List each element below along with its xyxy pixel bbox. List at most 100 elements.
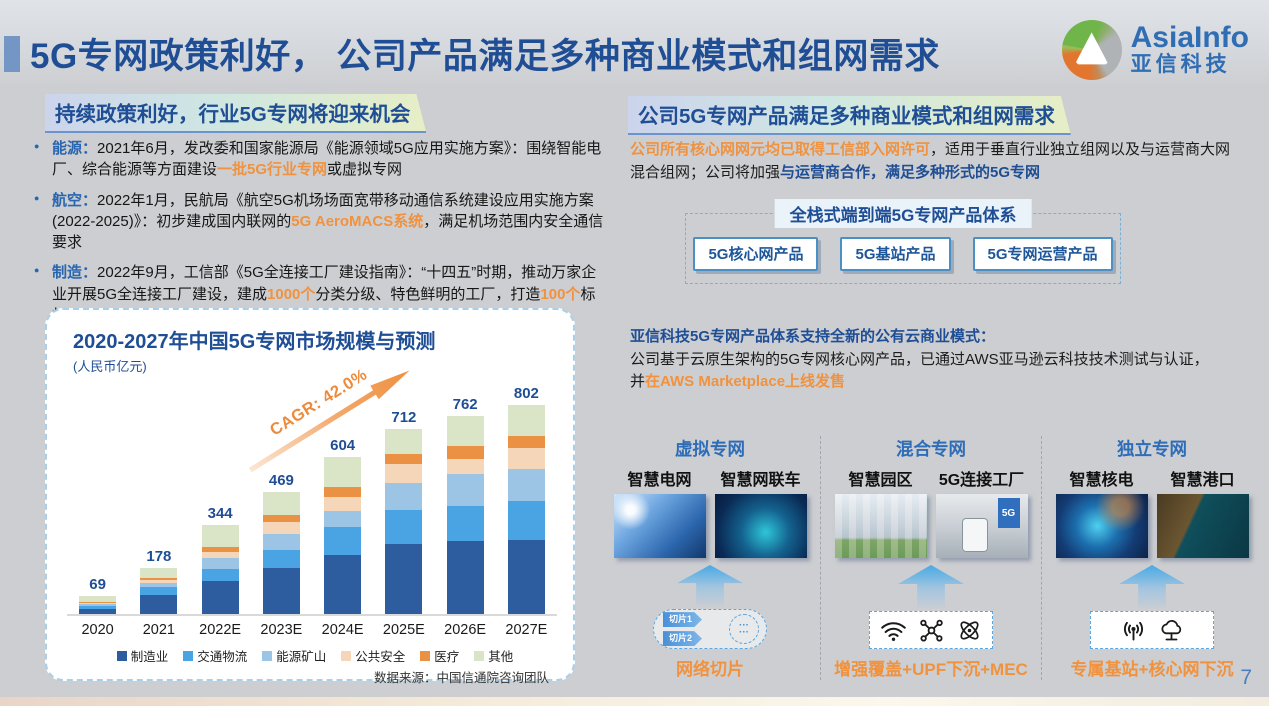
- use-case-cell: 智慧核电: [1055, 466, 1148, 558]
- bar-segment-医疗: [507, 435, 545, 449]
- asiainfo-logo-text: AsiaInfo 亚信科技: [1130, 20, 1249, 77]
- dots-row: ···: [739, 627, 749, 639]
- slice-chip-1: 切片1: [663, 612, 703, 628]
- x-axis-labels: 2020 2021 2022E 2023E 2024E 2025E 2026E 2027E: [67, 622, 557, 638]
- antenna-icon: [1123, 621, 1143, 641]
- company-intro-paragraph: 公司所有核心网网元均已取得工信部入网许可，适用于垂直行业独立组网以及与运营商大网…: [630, 139, 1236, 184]
- bullet-text: 2021年6月，发改委和国家能源局《能源领域5G应用实施方案》：围绕智能电厂、综…: [52, 140, 602, 179]
- up-arrow-icon: [898, 565, 964, 609]
- photo-smart-grid: [613, 494, 706, 558]
- bullet-text: 2022年1月，民航局《航空5G机场场面宽带移动通信系统建设应用实施方案(202…: [52, 191, 594, 230]
- legend-item: 公共安全: [341, 646, 405, 665]
- bar-group: 762: [435, 396, 496, 614]
- bar-group: 604: [312, 437, 373, 614]
- use-case-label: 5G连接工厂: [938, 472, 1025, 489]
- x-axis-label: 2021: [142, 622, 175, 638]
- bar-group: 469: [251, 472, 312, 614]
- column-virtual-network: 虚拟专网 智慧电网 智慧网联车 切片1 切片2 ···: [600, 436, 820, 680]
- legend-item: 其他: [474, 646, 513, 665]
- bar-segment-能源矿山: [446, 474, 484, 506]
- bar-segment-其他: [507, 405, 545, 436]
- bar-group: 802: [496, 385, 557, 614]
- bar-segment-能源矿山: [79, 603, 117, 606]
- bullet-highlight: 100个: [540, 285, 581, 303]
- cloud-text: 公司基于云原生架构的5G专网核心网产品，已通过AWS亚马逊云科技技术测试与认证，: [630, 350, 1209, 368]
- bullet-highlight: 1000个: [267, 285, 316, 303]
- bullet-label: 制造：: [52, 264, 98, 282]
- bottom-accent-strip: [0, 697, 1269, 706]
- legend-swatch: [420, 650, 431, 661]
- page-number: 7: [1240, 666, 1252, 689]
- bar-segment-医疗: [262, 515, 300, 523]
- product-box-base-station: 5G基站产品: [840, 237, 951, 271]
- logo-name-cn: 亚信科技: [1130, 52, 1231, 76]
- x-axis-label: 2024E: [321, 622, 364, 638]
- bar-segment-其他: [324, 457, 362, 487]
- legend-label: 其他: [488, 650, 514, 664]
- bar-segment-交通物流: [324, 526, 362, 555]
- logo-name-en: AsiaInfo: [1130, 20, 1249, 54]
- bar-segment-公共安全: [140, 579, 178, 583]
- network-mode-columns: 虚拟专网 智慧电网 智慧网联车 切片1 切片2 ···: [600, 436, 1262, 680]
- up-arrow-icon: [1119, 565, 1185, 609]
- bullet-label: 能源：: [52, 140, 98, 157]
- bar-segment-制造业: [262, 568, 300, 614]
- data-source-note: 数据来源：中国信通院咨询团队: [373, 671, 549, 685]
- asiainfo-logo: AsiaInfo 亚信科技: [1061, 20, 1249, 80]
- legend-label: 交通物流: [197, 650, 248, 664]
- bar-segment-交通物流: [262, 549, 300, 569]
- bar-segment-制造业: [385, 544, 423, 614]
- x-axis-label: 2027E: [505, 622, 548, 638]
- bar-segment-其他: [79, 596, 117, 602]
- column-caption: 专属基站+核心网下沉: [1070, 660, 1234, 679]
- use-case-cell: 智慧园区: [834, 466, 927, 558]
- bar-segment-能源矿山: [385, 482, 423, 511]
- bar-segment-医疗: [201, 546, 239, 552]
- product-boxes: 5G核心网产品 5G基站产品 5G专网运营产品: [686, 237, 1120, 271]
- bar-stack: [385, 428, 423, 614]
- bullet-energy: 能源：2021年6月，发改委和国家能源局《能源领域5G应用实施方案》：围绕智能电…: [34, 138, 606, 181]
- left-section-header: 持续政策利好，行业5G专网将迎来机会: [45, 94, 426, 133]
- atom-icon: [959, 621, 979, 640]
- use-case-label: 智慧电网: [627, 472, 692, 489]
- bar-total-label: 469: [268, 472, 294, 490]
- bullet-manufacturing: 制造：2022年9月，工信部《5G全连接工厂建设指南》：“十四五”时期，推动万家…: [34, 262, 606, 326]
- photo-smart-campus: [834, 494, 927, 558]
- product-box-core-network: 5G核心网产品: [693, 237, 819, 271]
- slice-chips: 切片1 切片2: [663, 612, 703, 647]
- stacked-bar-plot: 69 178 344 469 604 712 762 802: [67, 384, 557, 616]
- bar-segment-医疗: [324, 486, 362, 497]
- bullet-aviation: 航空：2022年1月，民航局《航空5G机场场面宽带移动通信系统建设应用实施方案(…: [34, 190, 606, 254]
- chart-legend: 制造业 交通物流 能源矿山 公共安全 医疗 其他: [67, 646, 563, 665]
- bullet-highlight: 一批5G行业专网: [217, 161, 328, 179]
- bullet-text: 分类分级、特色鲜明的工厂，打造: [315, 285, 541, 303]
- x-axis-label: 2023E: [260, 622, 303, 638]
- bar-segment-交通物流: [385, 510, 423, 545]
- bar-stack: [79, 596, 117, 614]
- bar-total-label: 712: [391, 408, 417, 426]
- bar-segment-公共安全: [79, 602, 117, 604]
- use-case-cell: 智慧港口: [1156, 466, 1249, 558]
- bar-segment-公共安全: [262, 522, 300, 535]
- bar-stack: [140, 567, 178, 614]
- use-case-label: 智慧港口: [1170, 472, 1235, 489]
- use-case-pair: 智慧核电 智慧港口: [1055, 466, 1249, 558]
- bar-segment-制造业: [79, 608, 117, 614]
- cloud-heading: 亚信科技5G专网产品体系支持全新的公有云商业模式：: [630, 328, 996, 345]
- bar-segment-医疗: [446, 446, 484, 459]
- right-section-header: 公司5G专网产品满足多种商业模式和组网需求: [628, 96, 1071, 135]
- bar-total-label: 344: [207, 504, 233, 522]
- bar-segment-其他: [446, 415, 484, 447]
- bar-segment-交通物流: [446, 505, 484, 541]
- legend-swatch: [116, 650, 127, 661]
- legend-swatch: [262, 650, 273, 661]
- bar-stack: [446, 415, 484, 614]
- title-band-background: [0, 0, 1269, 88]
- use-case-pair: 智慧电网 智慧网联车: [613, 466, 807, 558]
- bar-total-label: 604: [330, 437, 356, 455]
- photo-nuclear-plant: [1055, 494, 1148, 558]
- network-slice-diagram: 切片1 切片2 ··· ···: [653, 609, 767, 649]
- column-caption: 增强覆盖+UPF下沉+MEC: [834, 660, 1028, 679]
- x-axis-label: 2022E: [199, 622, 242, 638]
